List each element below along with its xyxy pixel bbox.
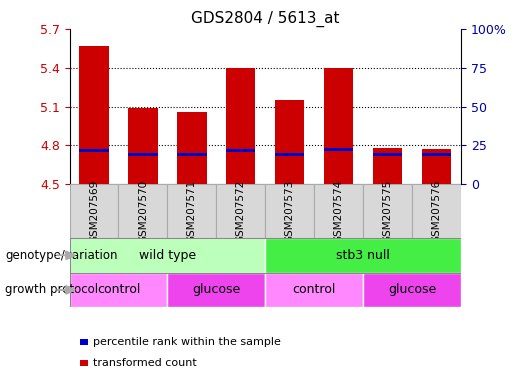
Text: GSM207574: GSM207574: [334, 180, 344, 243]
Bar: [177, 112, 207, 184]
Bar: [177, 153, 207, 156]
Text: control: control: [97, 283, 140, 296]
Bar: [70, 238, 265, 273]
Bar: [79, 46, 109, 184]
Bar: [275, 100, 304, 184]
Bar: [373, 148, 402, 184]
Bar: [265, 238, 461, 273]
Text: GSM207572: GSM207572: [236, 180, 246, 243]
Bar: [422, 149, 451, 184]
Text: glucose: glucose: [192, 283, 241, 296]
Text: GSM207575: GSM207575: [383, 180, 392, 243]
Bar: [373, 153, 402, 156]
Text: control: control: [293, 283, 336, 296]
Bar: [226, 149, 255, 152]
Bar: [265, 184, 314, 238]
Text: GSM207569: GSM207569: [89, 180, 99, 243]
Text: growth protocol: growth protocol: [5, 283, 98, 296]
Text: percentile rank within the sample: percentile rank within the sample: [93, 337, 281, 347]
Bar: [363, 184, 412, 238]
Text: transformed count: transformed count: [93, 358, 197, 368]
Bar: [226, 68, 255, 184]
Bar: [412, 184, 461, 238]
Text: GSM207570: GSM207570: [138, 180, 148, 243]
Bar: [128, 153, 158, 156]
Bar: [128, 108, 158, 184]
Bar: [363, 273, 461, 307]
Bar: [324, 148, 353, 151]
Bar: [324, 68, 353, 184]
Text: GSM207576: GSM207576: [432, 180, 441, 243]
Bar: [422, 153, 451, 156]
Bar: [70, 273, 167, 307]
Bar: [275, 153, 304, 156]
Bar: [265, 273, 363, 307]
Text: glucose: glucose: [388, 283, 436, 296]
Bar: [70, 184, 118, 238]
Text: GSM207573: GSM207573: [285, 180, 295, 243]
Bar: [167, 184, 216, 238]
Text: genotype/variation: genotype/variation: [5, 249, 117, 262]
Bar: [314, 184, 363, 238]
Text: stb3 null: stb3 null: [336, 249, 390, 262]
Bar: [118, 184, 167, 238]
Text: GSM207571: GSM207571: [187, 180, 197, 243]
Text: wild type: wild type: [139, 249, 196, 262]
Bar: [167, 273, 265, 307]
Bar: [216, 184, 265, 238]
Title: GDS2804 / 5613_at: GDS2804 / 5613_at: [191, 11, 339, 27]
Bar: [79, 149, 109, 152]
